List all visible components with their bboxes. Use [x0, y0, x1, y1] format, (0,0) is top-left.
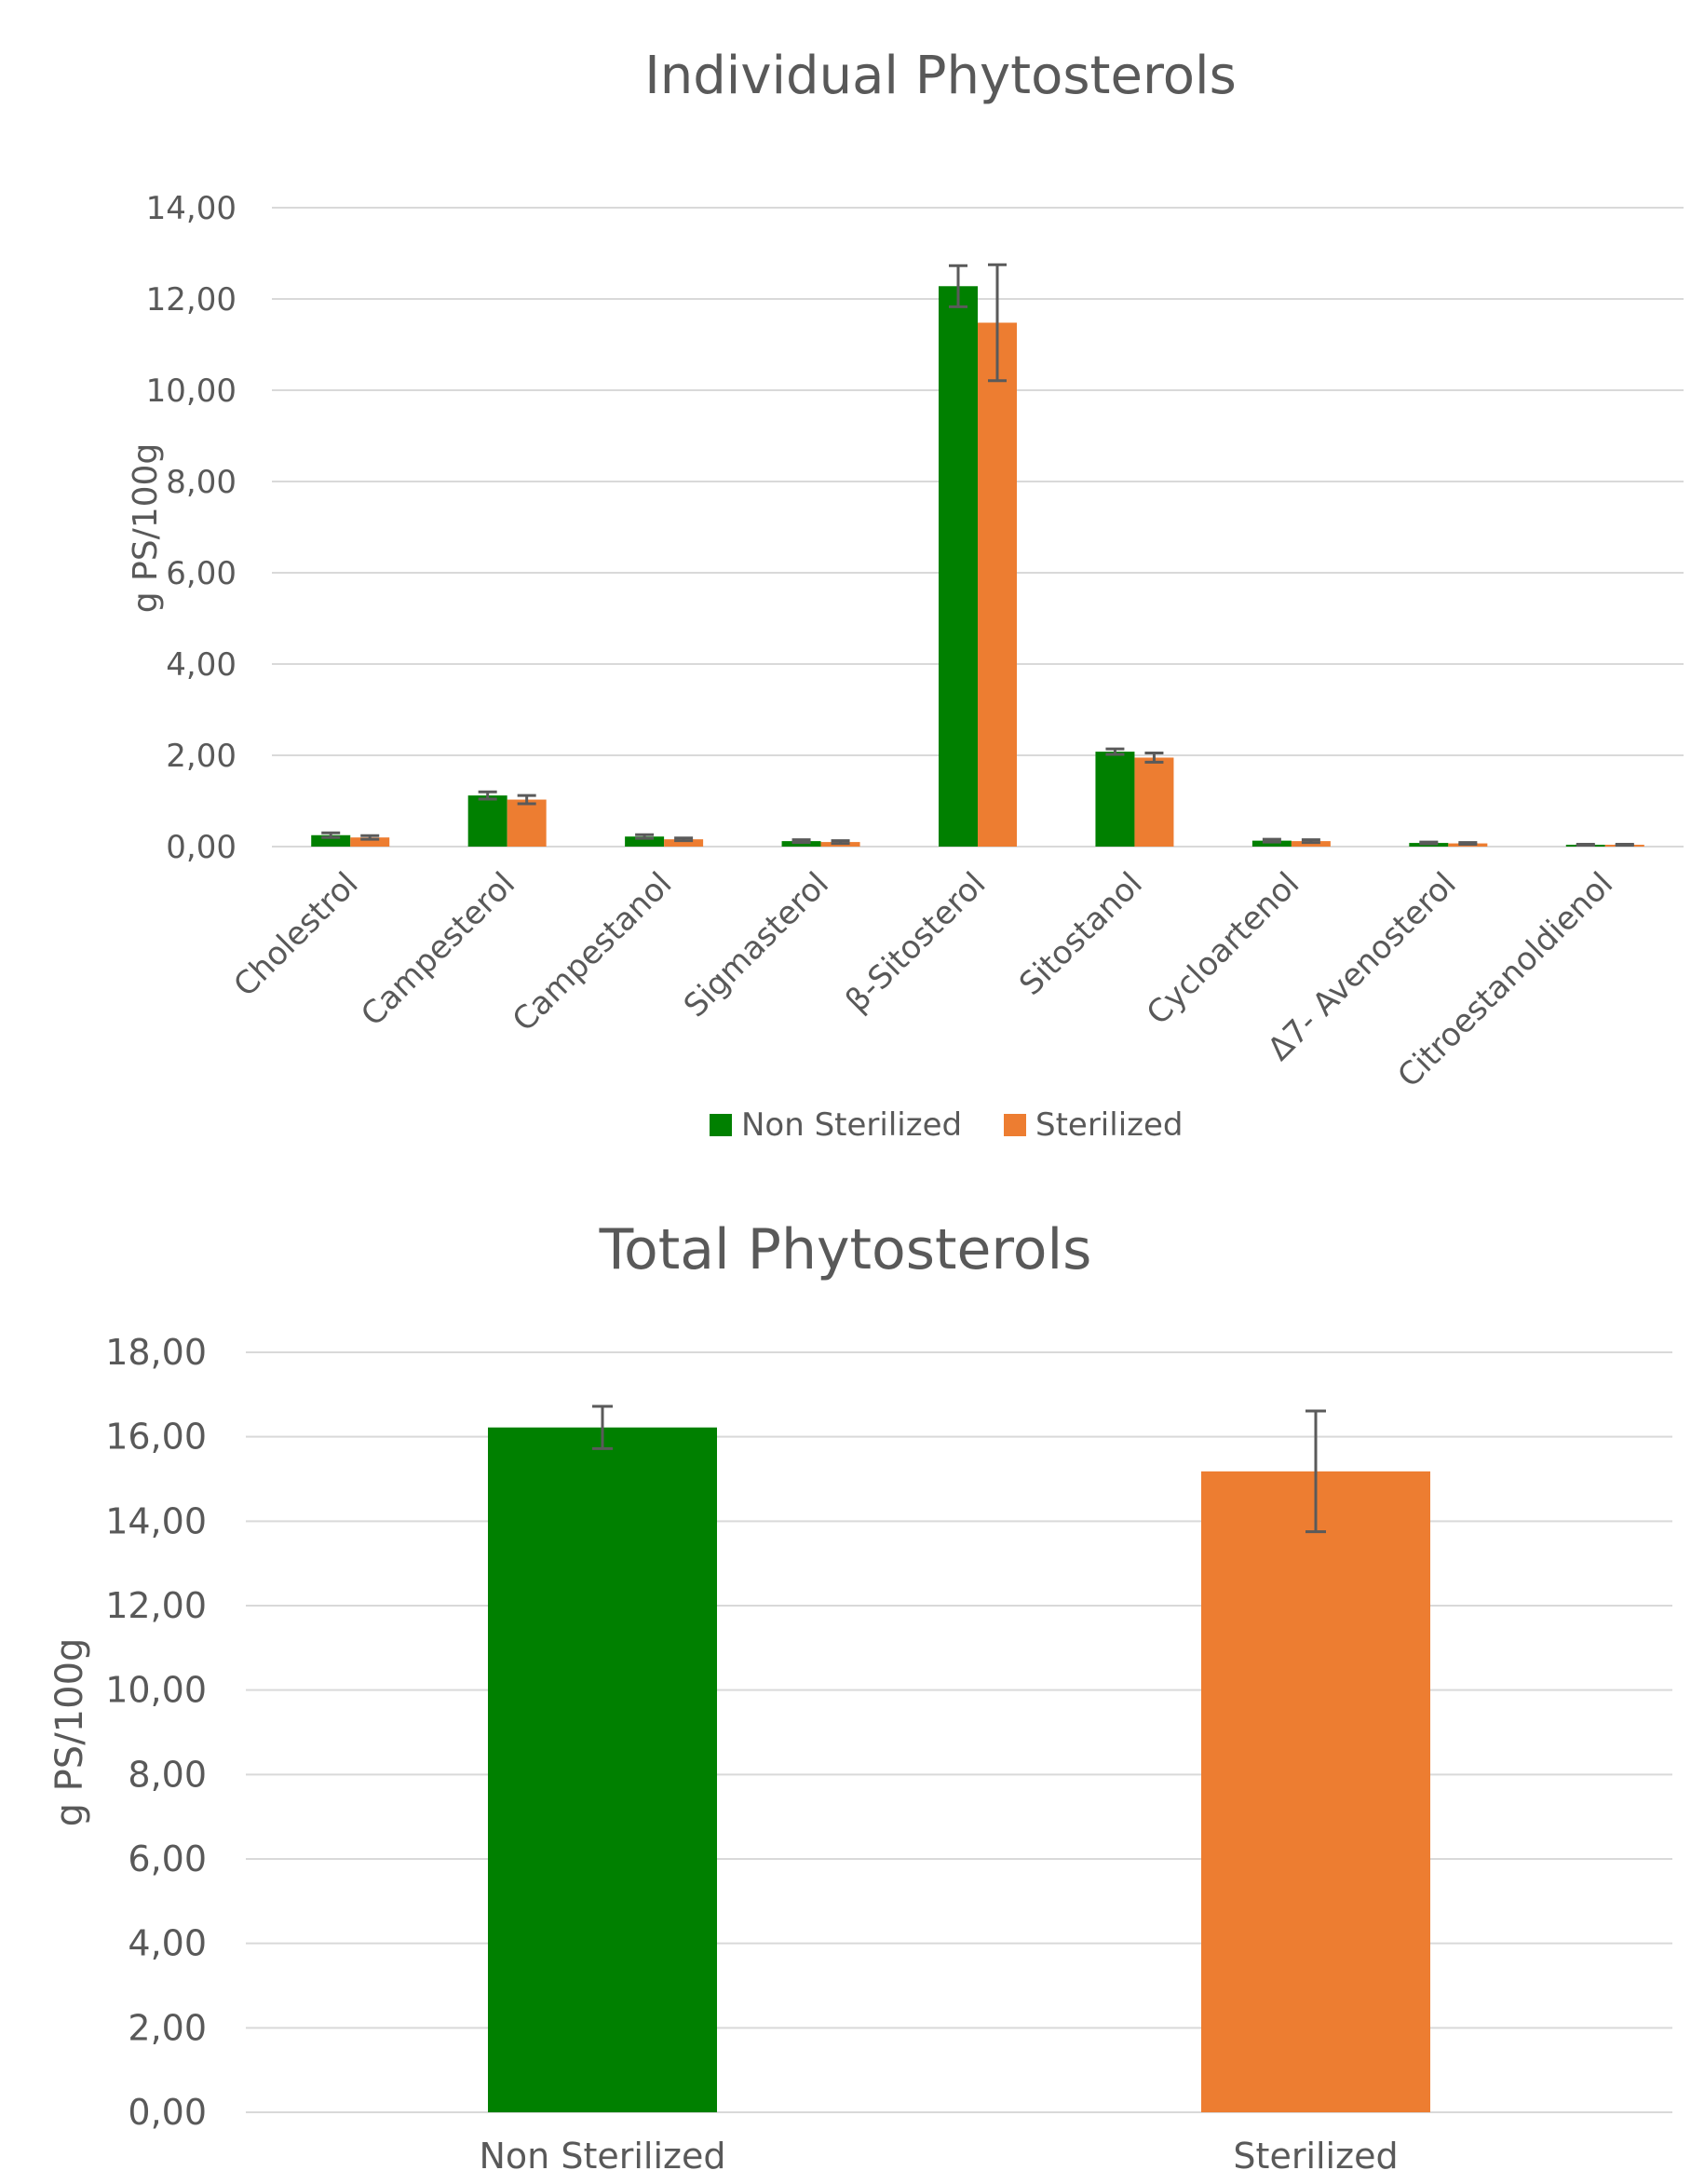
y-tick-label: 0,00 [128, 2092, 207, 2133]
error-bar-sterilized-campestanol [674, 836, 694, 843]
bars [488, 1427, 1430, 2112]
y-tick-label: 4,00 [128, 1923, 207, 1964]
error-bar-non-sterilized [592, 1404, 613, 1450]
bar-sterilized-sitosterol [978, 322, 1017, 848]
bar-non-sterilized-cholestrol [311, 834, 351, 847]
bar-non-sterilized-campestanol [625, 836, 665, 847]
gridlines [246, 1351, 1672, 2113]
y-tick-label: 6,00 [128, 1838, 207, 1879]
y-tick-label: 6,00 [166, 555, 237, 592]
x-tick-label: Sterilized [1233, 2136, 1398, 2177]
bar-non-sterilized-campesterol [467, 795, 507, 847]
legend-label-sterilized: Sterilized [1035, 1106, 1184, 1144]
y-tick-labels: 0,00 2,00 4,00 6,00 8,00 10,00 12,00 14,00 [146, 190, 237, 866]
error-bar-non-sterilized-sitosterol [949, 264, 967, 308]
y-tick-label: 12,00 [146, 281, 237, 319]
y-tick-label: 4,00 [166, 646, 237, 684]
error-bar-sterilized-cholestrol [360, 834, 380, 841]
y-tick-label: 16,00 [105, 1417, 207, 1458]
y-tick-labels: 0,00 2,00 4,00 6,00 8,00 10,00 12,00 14,00 16,00… [105, 1332, 207, 2133]
error-bar-non-sterilized-campestanol [635, 833, 655, 840]
y-tick-label: 2,00 [166, 738, 237, 775]
y-axis-label: g PS/100g [127, 443, 165, 614]
legend-swatch-non-sterilized [710, 1114, 732, 1136]
legend-label-non-sterilized: Non Sterilized [741, 1106, 962, 1144]
x-tick-label: Non Sterilized [480, 2136, 726, 2177]
error-bar-sterilized-campesterol [517, 794, 536, 806]
y-tick-label: 0,00 [166, 829, 237, 866]
error-bars [592, 1404, 1326, 1534]
error-bar-non-sterilized-citroestanoldienol [1576, 843, 1595, 848]
legend-swatch-sterilized [1004, 1114, 1026, 1136]
bar-sterilized-cholestrol [350, 837, 390, 847]
x-tick-labels: CholestrolCampesterolCampestanolSigmaste… [226, 865, 1620, 1095]
error-bar-sterilized-citroestanoldienol [1615, 843, 1634, 848]
bar-sterilized-campesterol [507, 799, 547, 847]
y-tick-label: 10,00 [105, 1670, 207, 1711]
individual-phytosterols-chart: Individual Phytosterols g PS/100g 0,00 2,… [127, 46, 1684, 1144]
y-tick-label: 8,00 [166, 464, 237, 501]
error-bar-non-sterilized-sigmasterol [791, 838, 811, 845]
error-bars [321, 263, 1634, 848]
bar-non-sterilized-cycloartenol [1251, 840, 1292, 847]
bar-sterilized-campestanol [664, 839, 704, 847]
bar-sterilized [1201, 1471, 1430, 2112]
bar-non-sterilized [488, 1427, 717, 2112]
error-bar-sterilized-7-avenosterol [1458, 841, 1478, 847]
error-bar-non-sterilized-7-avenosterol [1419, 840, 1439, 846]
y-axis-label: g PS/100g [48, 1638, 91, 1827]
y-tick-label: 18,00 [105, 1332, 207, 1373]
y-tick-label: 8,00 [128, 1754, 207, 1795]
error-bar-sterilized-sitostanol [1144, 752, 1164, 764]
legend: Non Sterilized Sterilized [710, 1106, 1184, 1144]
error-bar-non-sterilized-cholestrol [321, 831, 341, 839]
error-bar-sterilized-cycloartenol [1301, 838, 1320, 845]
bar-non-sterilized-sitosterol [939, 286, 978, 847]
error-bar-non-sterilized-sitostanol [1105, 747, 1125, 756]
x-tick-label: Cycloartenol [1140, 865, 1306, 1032]
x-tick-label: β-Sitosterol [838, 865, 993, 1020]
bar-non-sterilized-sitostanol [1095, 752, 1135, 847]
y-tick-label: 14,00 [146, 190, 237, 227]
x-tick-label: Campesterol [354, 865, 522, 1034]
chart-title: Individual Phytosterols [644, 46, 1237, 106]
total-phytosterols-chart: Total Phytosterols g PS/100g 0,00 2,00 4,0… [48, 1217, 1672, 2177]
error-bar-non-sterilized-cycloartenol [1262, 837, 1281, 844]
error-bar-sterilized [1305, 1409, 1326, 1534]
chart-title: Total Phytosterols [599, 1217, 1092, 1282]
y-tick-label: 10,00 [146, 373, 237, 410]
error-bar-sterilized-sitosterol [988, 263, 1007, 383]
y-tick-label: 2,00 [128, 2007, 207, 2048]
error-bar-sterilized-sigmasterol [831, 839, 850, 846]
y-tick-label: 14,00 [105, 1500, 207, 1541]
x-tick-label: Campestanol [506, 865, 680, 1039]
bar-sterilized-sitostanol [1134, 757, 1174, 847]
x-tick-label: Sigmasterol [677, 865, 836, 1024]
x-tick-label: Sitostanol [1012, 865, 1150, 1003]
x-tick-label: Cholestrol [226, 865, 365, 1004]
error-bar-non-sterilized-campesterol [478, 790, 497, 801]
bars [311, 286, 1644, 848]
x-tick-labels: Non Sterilized Sterilized [480, 2136, 1399, 2177]
y-tick-label: 12,00 [105, 1585, 207, 1626]
